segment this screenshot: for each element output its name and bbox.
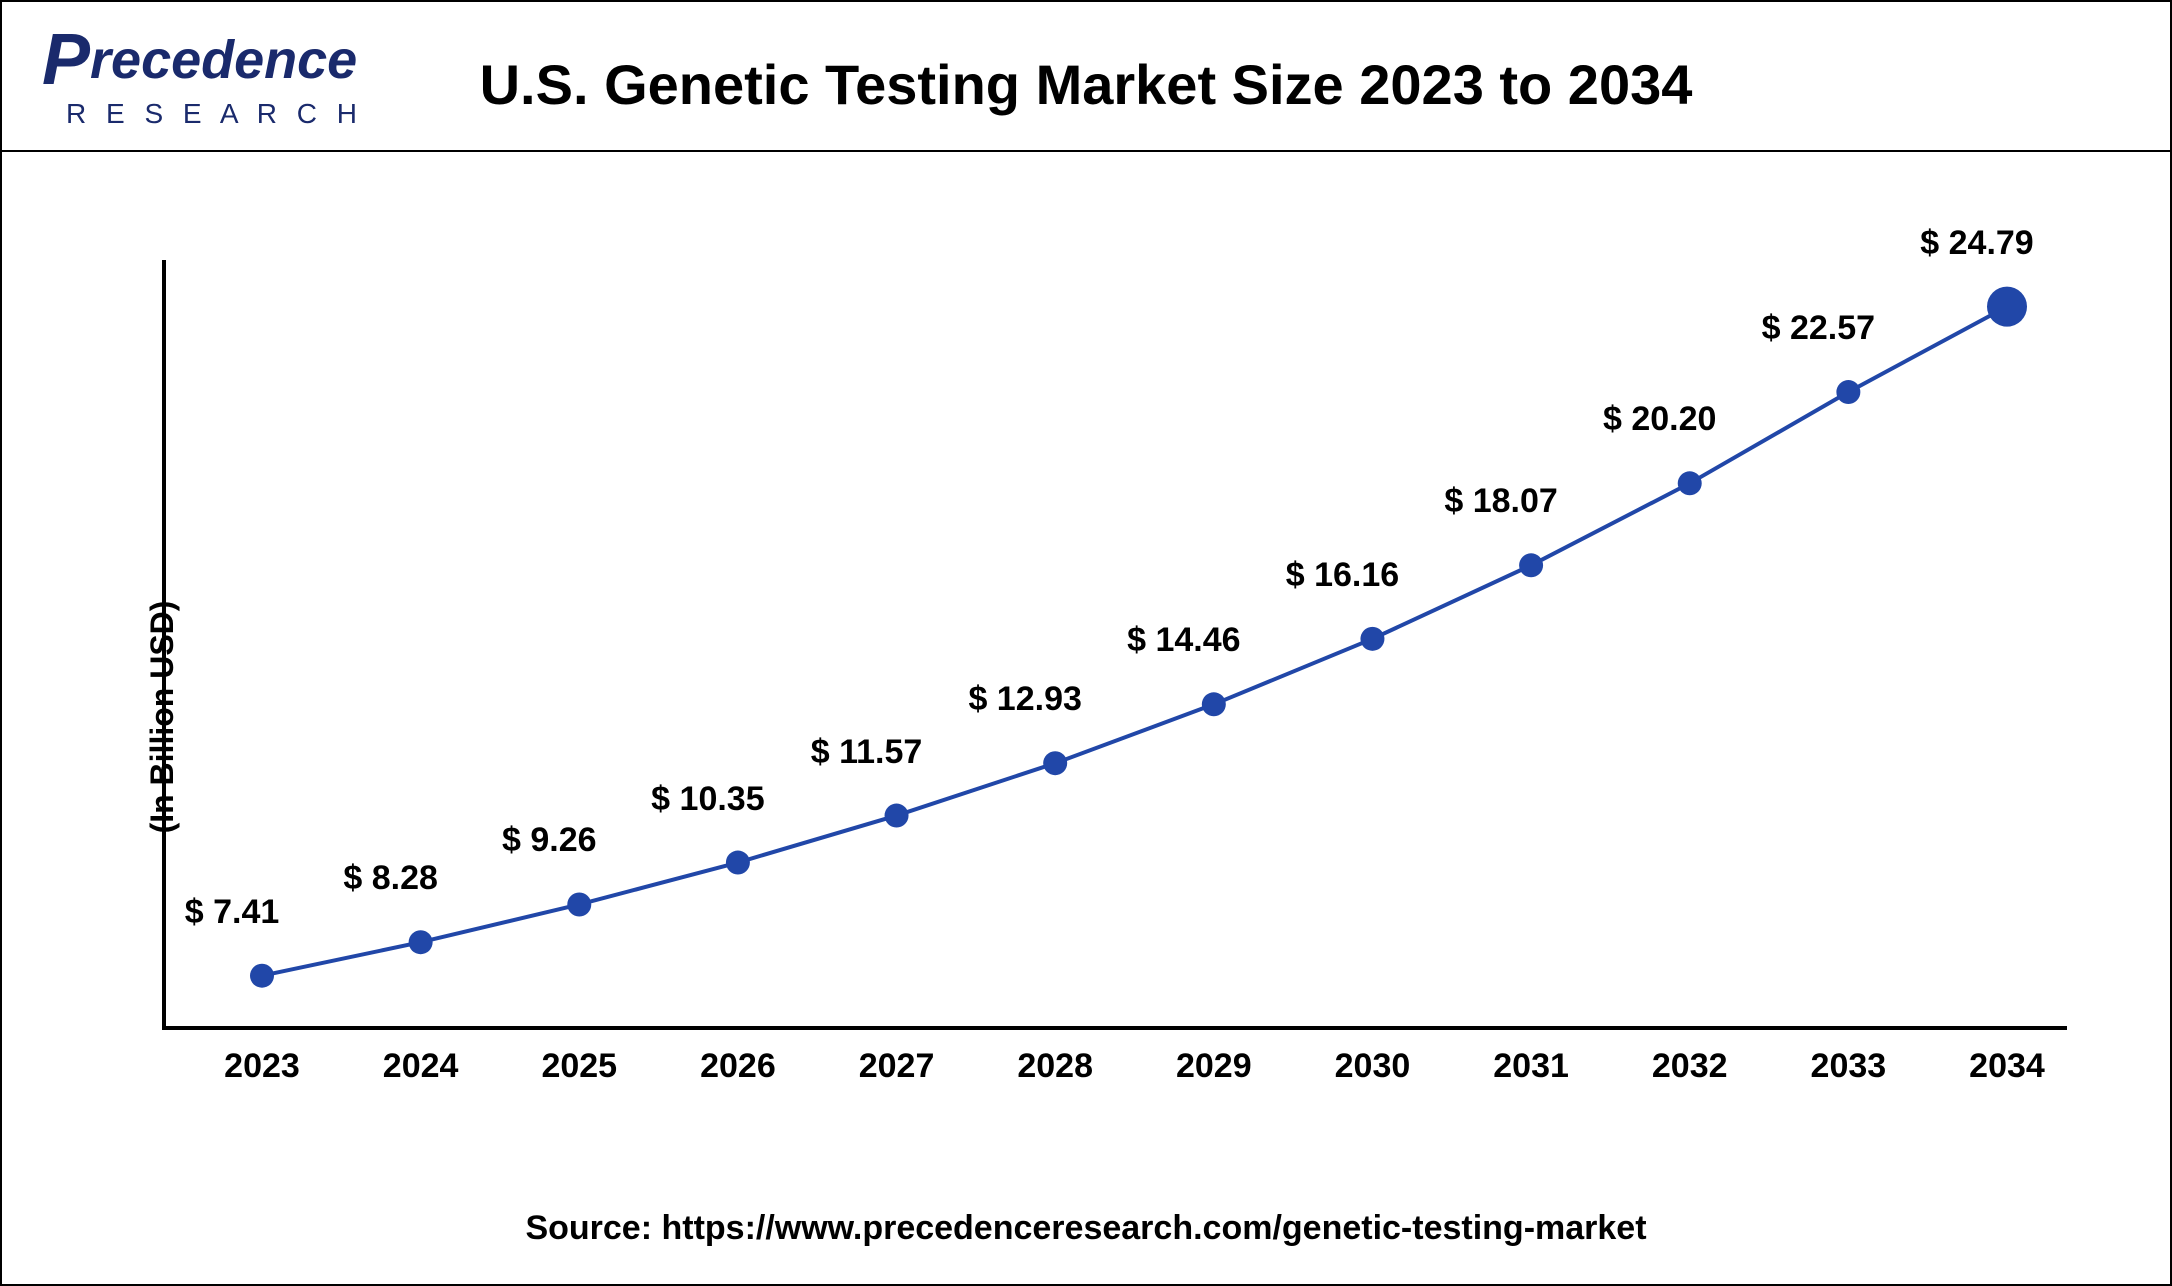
- data-point-label: $ 14.46: [1127, 621, 1240, 660]
- data-point-label: $ 16.16: [1286, 556, 1399, 595]
- data-point-label: $ 10.35: [651, 780, 764, 819]
- x-tick-label: 2028: [1017, 1047, 1093, 1086]
- x-tick-label: 2025: [541, 1047, 617, 1086]
- data-point-label: $ 8.28: [343, 859, 438, 898]
- data-marker: [1202, 692, 1226, 716]
- data-marker: [1678, 471, 1702, 495]
- data-point-label: $ 9.26: [502, 821, 597, 860]
- plot-region: $ 7.412023$ 8.282024$ 9.262025$ 10.35202…: [162, 260, 2067, 1030]
- data-marker: [1043, 751, 1067, 775]
- data-point-label: $ 18.07: [1444, 482, 1557, 521]
- x-tick-label: 2029: [1176, 1047, 1252, 1086]
- x-tick-label: 2033: [1811, 1047, 1887, 1086]
- line-svg: [162, 260, 2067, 1030]
- data-marker: [250, 964, 274, 988]
- x-tick-label: 2027: [859, 1047, 935, 1086]
- header-bar: Precedence R E S E A R C H U.S. Genetic …: [2, 2, 2170, 152]
- data-point-label: $ 20.20: [1603, 400, 1716, 439]
- chart-area: (In Billion USD) $ 7.412023$ 8.282024$ 9…: [2, 150, 2170, 1284]
- data-marker: [567, 892, 591, 916]
- data-marker: [726, 851, 750, 875]
- x-tick-label: 2031: [1493, 1047, 1569, 1086]
- x-tick-label: 2032: [1652, 1047, 1728, 1086]
- x-tick-label: 2034: [1969, 1047, 2045, 1086]
- brand-logo: Precedence R E S E A R C H: [42, 24, 363, 130]
- x-tick-label: 2023: [224, 1047, 300, 1086]
- x-tick-label: 2030: [1335, 1047, 1411, 1086]
- data-point-label: $ 11.57: [811, 733, 923, 772]
- logo-main-text: Precedence: [42, 24, 363, 96]
- data-marker: [885, 804, 909, 828]
- chart-container: Precedence R E S E A R C H U.S. Genetic …: [0, 0, 2172, 1286]
- data-point-label: $ 24.79: [1920, 224, 2033, 263]
- data-marker: [1360, 627, 1384, 651]
- x-tick-label: 2024: [383, 1047, 459, 1086]
- logo-letter-p: P: [42, 20, 90, 100]
- data-marker: [1987, 287, 2027, 327]
- data-marker: [409, 930, 433, 954]
- logo-rest: recedence: [90, 30, 357, 90]
- source-footer: Source: https://www.precedenceresearch.c…: [2, 1209, 2170, 1248]
- data-point-label: $ 12.93: [968, 680, 1081, 719]
- data-marker: [1519, 553, 1543, 577]
- data-marker: [1836, 380, 1860, 404]
- logo-sub-text: R E S E A R C H: [66, 98, 363, 130]
- data-point-label: $ 7.41: [185, 893, 280, 932]
- x-tick-label: 2026: [700, 1047, 776, 1086]
- data-point-label: $ 22.57: [1762, 309, 1875, 348]
